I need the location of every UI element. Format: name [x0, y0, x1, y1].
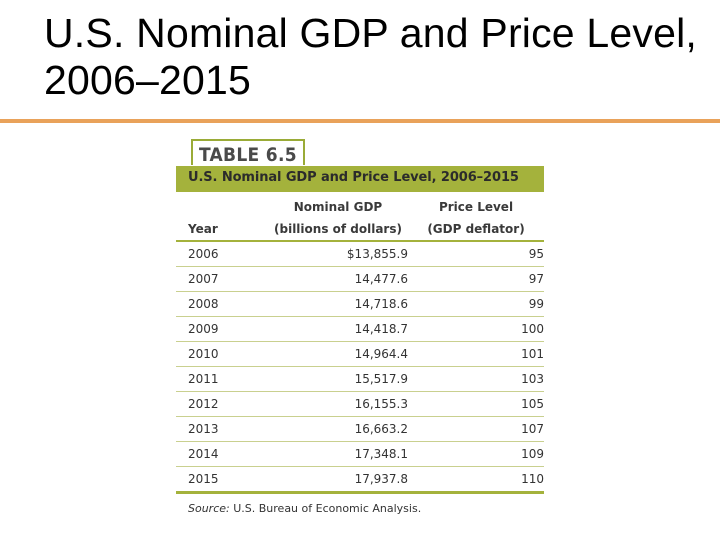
header-gdp-line2: (billions of dollars)	[268, 218, 408, 242]
cell-price-level: 107	[408, 416, 544, 442]
cell-nominal-gdp: $13,855.9	[268, 241, 408, 267]
table-row: 2012 16,155.3 105	[176, 391, 544, 417]
table-row: 2011 15,517.9 103	[176, 366, 544, 392]
header-gdp-line1: Nominal GDP	[293, 200, 383, 214]
table-caption: U.S. Nominal GDP and Price Level, 2006–2…	[176, 166, 544, 192]
table-row: 2008 14,718.6 99	[176, 291, 544, 317]
slide-title: U.S. Nominal GDP and Price Level, 2006–2…	[44, 10, 698, 103]
cell-nominal-gdp: 16,663.2	[268, 416, 408, 442]
header-price-level-line2: (GDP deflator)	[408, 218, 544, 242]
cell-year: 2010	[176, 341, 268, 367]
cell-price-level: 110	[408, 466, 544, 494]
cell-price-level: 97	[408, 266, 544, 292]
cell-year: 2012	[176, 391, 268, 417]
cell-year: 2007	[176, 266, 268, 292]
header-year: Year	[176, 218, 268, 242]
source-text: U.S. Bureau of Economic Analysis.	[229, 502, 422, 515]
cell-price-level: 105	[408, 391, 544, 417]
header-row-2: Year (billions of dollars) (GDP deflator…	[176, 218, 544, 242]
table-row: 2014 17,348.1 109	[176, 441, 544, 467]
table-body: 2006 $13,855.9 95 2007 14,477.6 97 2008 14,718.…	[176, 241, 544, 494]
cell-price-level: 95	[408, 241, 544, 267]
cell-nominal-gdp: 17,937.8	[268, 466, 408, 494]
header-empty	[176, 192, 268, 218]
cell-nominal-gdp: 14,718.6	[268, 291, 408, 317]
table-number-tag: TABLE 6.5	[191, 139, 305, 165]
cell-year: 2008	[176, 291, 268, 317]
cell-year: 2013	[176, 416, 268, 442]
table-row: 2006 $13,855.9 95	[176, 241, 544, 267]
cell-nominal-gdp: 14,477.6	[268, 266, 408, 292]
source-label: Source:	[188, 502, 230, 515]
cell-nominal-gdp: 14,418.7	[268, 316, 408, 342]
gdp-table: Nominal GDP Price Level Year (billions o…	[176, 192, 544, 494]
cell-year: 2015	[176, 466, 268, 494]
table-row: 2013 16,663.2 107	[176, 416, 544, 442]
cell-price-level: 109	[408, 441, 544, 467]
cell-nominal-gdp: 16,155.3	[268, 391, 408, 417]
cell-price-level: 99	[408, 291, 544, 317]
header-row-1: Nominal GDP Price Level	[176, 192, 544, 218]
cell-year: 2009	[176, 316, 268, 342]
cell-price-level: 103	[408, 366, 544, 392]
table-row: 2010 14,964.4 101	[176, 341, 544, 367]
table-row: 2015 17,937.8 110	[176, 466, 544, 494]
cell-year: 2006	[176, 241, 268, 267]
cell-nominal-gdp: 17,348.1	[268, 441, 408, 467]
table-row: 2009 14,418.7 100	[176, 316, 544, 342]
title-divider	[0, 119, 720, 123]
cell-price-level: 101	[408, 341, 544, 367]
cell-year: 2014	[176, 441, 268, 467]
cell-nominal-gdp: 15,517.9	[268, 366, 408, 392]
cell-nominal-gdp: 14,964.4	[268, 341, 408, 367]
cell-price-level: 100	[408, 316, 544, 342]
source-note: Source: U.S. Bureau of Economic Analysis…	[176, 502, 544, 515]
header-price-level-line1: Price Level	[438, 200, 514, 214]
cell-year: 2011	[176, 366, 268, 392]
table-row: 2007 14,477.6 97	[176, 266, 544, 292]
table-figure: TABLE 6.5 U.S. Nominal GDP and Price Lev…	[176, 139, 544, 515]
